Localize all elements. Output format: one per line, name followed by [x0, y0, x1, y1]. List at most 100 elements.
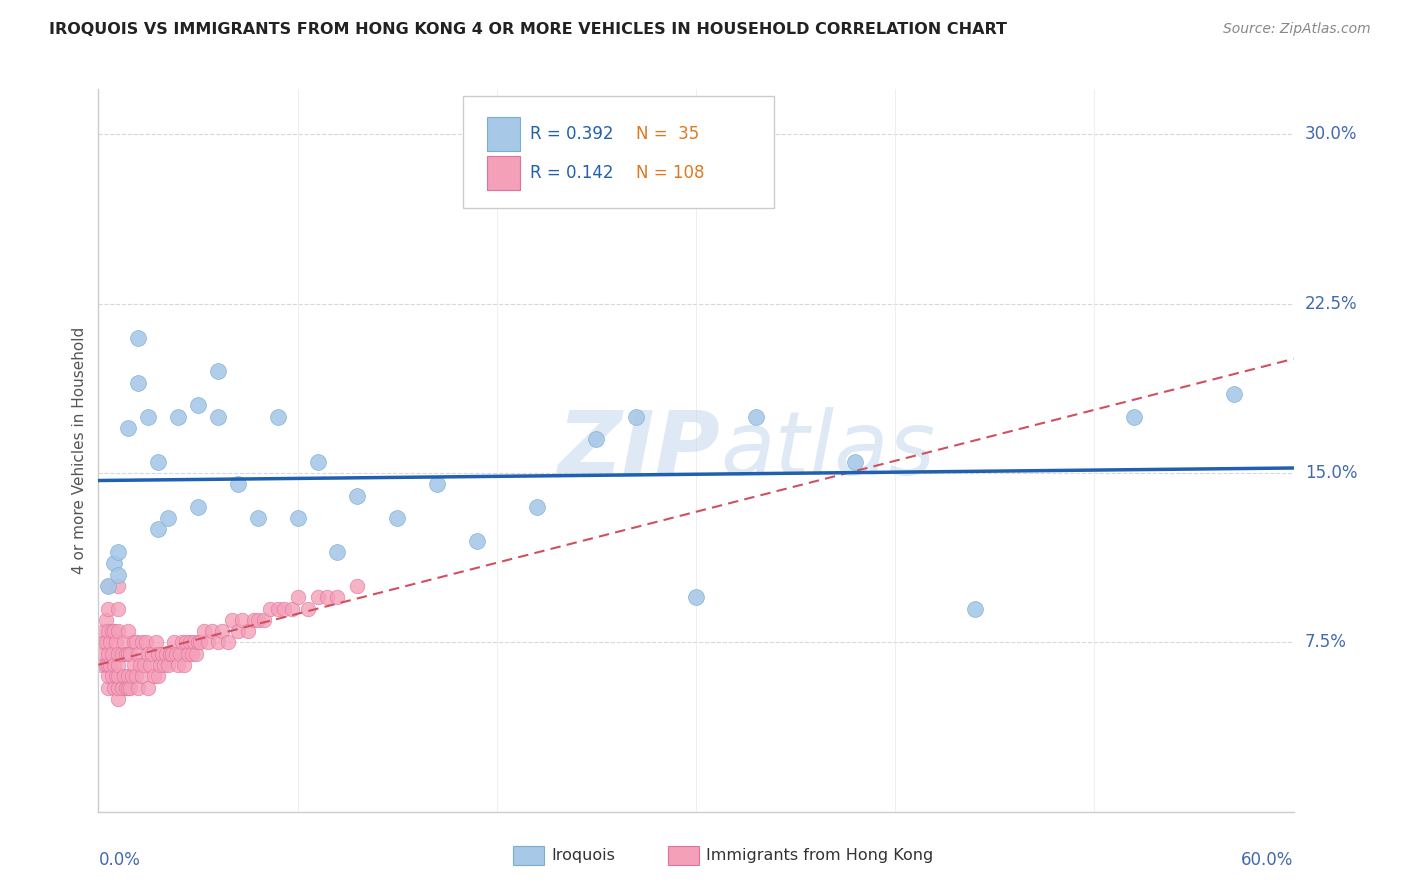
Point: [117, 647, 139, 661]
Point: [280, 601, 302, 615]
Text: IROQUOIS VS IMMIGRANTS FROM HONG KONG 4 OR MORE VEHICLES IN HOUSEHOLD CORRELATIO: IROQUOIS VS IMMIGRANTS FROM HONG KONG 4 …: [49, 22, 1007, 37]
Text: N = 108: N = 108: [637, 164, 704, 182]
Point: [259, 601, 281, 615]
Point: [745, 409, 768, 424]
Point: [117, 421, 139, 435]
Point: [201, 624, 224, 639]
Point: [188, 635, 211, 649]
Point: [585, 432, 607, 446]
Point: [103, 557, 125, 571]
Point: [115, 647, 138, 661]
Point: [101, 669, 124, 683]
Point: [105, 635, 128, 649]
Point: [103, 624, 125, 639]
Point: [115, 681, 138, 695]
Point: [112, 669, 135, 683]
Point: [127, 681, 149, 695]
Point: [101, 624, 124, 639]
Point: [169, 647, 191, 661]
Point: [179, 635, 201, 649]
Point: [159, 647, 181, 661]
Point: [226, 477, 249, 491]
Point: [184, 647, 207, 661]
Point: [465, 533, 488, 548]
Point: [103, 681, 125, 695]
Text: R = 0.142: R = 0.142: [530, 164, 613, 182]
Point: [107, 647, 129, 661]
Point: [97, 601, 120, 615]
Point: [107, 601, 129, 615]
Point: [243, 613, 266, 627]
Point: [150, 647, 173, 661]
Point: [163, 635, 186, 649]
Point: [139, 657, 162, 672]
Text: 0.0%: 0.0%: [98, 851, 141, 869]
Point: [307, 455, 329, 469]
Text: R = 0.392: R = 0.392: [530, 125, 613, 143]
Point: [346, 489, 368, 503]
Text: Iroquois: Iroquois: [551, 848, 614, 863]
Point: [111, 647, 134, 661]
Point: [136, 409, 159, 424]
Bar: [486, 117, 520, 152]
Point: [246, 613, 269, 627]
Text: Immigrants from Hong Kong: Immigrants from Hong Kong: [706, 848, 934, 863]
Point: [98, 657, 122, 672]
Point: [148, 523, 170, 537]
Point: [326, 591, 349, 605]
Point: [91, 657, 114, 672]
Point: [221, 613, 243, 627]
Point: [963, 601, 986, 615]
Point: [426, 477, 449, 491]
Point: [136, 647, 159, 661]
Point: [120, 647, 142, 661]
Point: [148, 669, 170, 683]
Point: [124, 657, 146, 672]
Point: [121, 669, 143, 683]
Point: [207, 364, 229, 378]
Point: [127, 647, 149, 661]
Point: [626, 409, 648, 424]
Point: [107, 691, 129, 706]
Bar: [486, 156, 520, 190]
Point: [211, 624, 233, 639]
Point: [117, 681, 139, 695]
Point: [157, 657, 180, 672]
Point: [246, 511, 269, 525]
Point: [105, 669, 128, 683]
Text: 30.0%: 30.0%: [1305, 126, 1357, 144]
Point: [143, 669, 166, 683]
Point: [197, 635, 219, 649]
Point: [97, 657, 120, 672]
Text: 60.0%: 60.0%: [1241, 851, 1294, 869]
Point: [231, 613, 253, 627]
Point: [167, 409, 190, 424]
Point: [112, 635, 135, 649]
Point: [187, 635, 209, 649]
Point: [316, 591, 339, 605]
Point: [131, 635, 153, 649]
Point: [187, 398, 209, 412]
Point: [385, 511, 409, 525]
Point: [174, 635, 197, 649]
Point: [207, 635, 229, 649]
Point: [1123, 409, 1146, 424]
Point: [97, 624, 120, 639]
Point: [120, 681, 142, 695]
Point: [326, 545, 349, 559]
Point: [287, 591, 309, 605]
Text: 7.5%: 7.5%: [1305, 633, 1347, 651]
Point: [93, 624, 115, 639]
Point: [155, 647, 177, 661]
Text: 22.5%: 22.5%: [1305, 294, 1357, 313]
Point: [107, 579, 129, 593]
Point: [141, 647, 163, 661]
Point: [148, 455, 170, 469]
Point: [173, 657, 195, 672]
Point: [135, 635, 157, 649]
Point: [148, 647, 170, 661]
Point: [117, 669, 139, 683]
Point: [187, 500, 209, 514]
Point: [273, 601, 295, 615]
Point: [181, 647, 204, 661]
